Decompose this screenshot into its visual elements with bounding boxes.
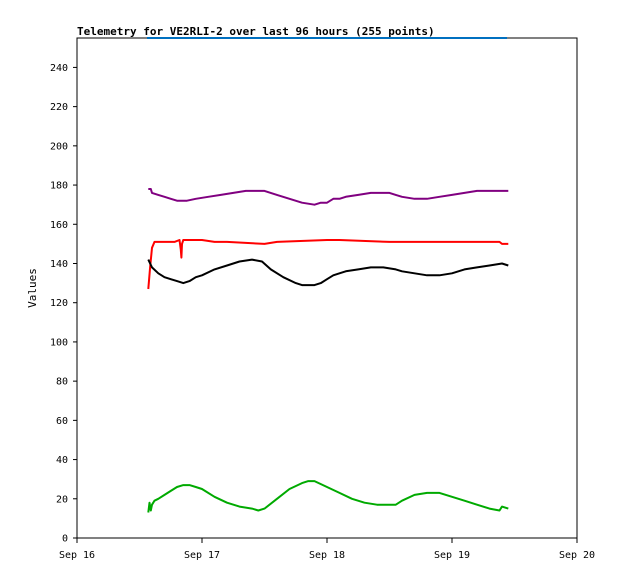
x-tick-label: Sep 19 xyxy=(434,550,470,561)
y-tick-label: 140 xyxy=(50,259,68,270)
y-tick-label: 240 xyxy=(50,63,68,74)
y-tick-label: 120 xyxy=(50,298,68,309)
y-axis-title: Values xyxy=(26,268,39,308)
y-tick-label: 60 xyxy=(56,416,68,427)
y-axis: 0 20 40 60 80 100 120 140 160 180 200 220 240 xyxy=(50,63,77,545)
y-tick-label: 80 xyxy=(56,377,68,388)
x-tick-label: Sep 20 xyxy=(559,550,595,561)
y-tick-label: 100 xyxy=(50,337,68,348)
y-tick-label: 160 xyxy=(50,220,68,231)
plot-area xyxy=(76,37,578,539)
y-tick-label: 0 xyxy=(62,534,68,545)
y-tick-label: 20 xyxy=(56,494,68,505)
x-tick-label: Sep 18 xyxy=(309,550,345,561)
x-tick-label: Sep 17 xyxy=(184,550,220,561)
series-lines xyxy=(147,188,509,513)
chart-title: Telemetry for VE2RLI-2 over last 96 hour… xyxy=(77,25,435,38)
series-line-1 xyxy=(148,188,509,206)
y-tick-label: 40 xyxy=(56,455,68,466)
y-tick-label: 220 xyxy=(50,102,68,113)
y-tick-label: 200 xyxy=(50,141,68,152)
series-line-3 xyxy=(147,258,509,287)
series-line-4 xyxy=(147,480,509,513)
y-tick-label: 180 xyxy=(50,181,68,192)
x-tick-label: Sep 16 xyxy=(59,550,95,561)
x-axis: Sep 16 Sep 17 Sep 18 Sep 19 Sep 20 xyxy=(59,538,595,561)
series-line-2 xyxy=(147,239,509,290)
